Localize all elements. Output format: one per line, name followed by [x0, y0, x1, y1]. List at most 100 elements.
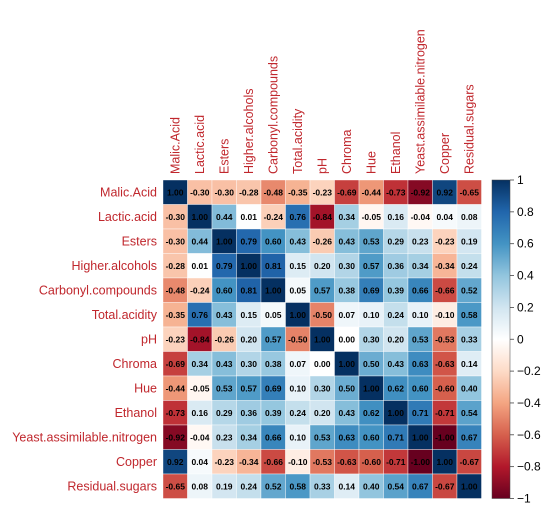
row-label-yeast-assimilable-nitrogen: Yeast.assimilable.nitrogen: [12, 430, 157, 444]
cell-value-label: -0.24: [190, 285, 210, 295]
row-label-esters: Esters: [122, 234, 157, 248]
heatmap-cell: [309, 326, 335, 352]
cell-value-label: 0.15: [289, 261, 306, 271]
cell-value-label: 0.00: [314, 359, 331, 369]
cell-value-label: -0.48: [264, 187, 284, 197]
cell-value-label: -0.84: [190, 334, 210, 344]
cell-value-label: 0.34: [338, 212, 355, 222]
cell-value-label: -0.30: [166, 212, 186, 222]
heatmap-cell: [162, 204, 188, 230]
cell-value-label: 0.43: [338, 408, 355, 418]
heatmap-cell: [236, 375, 262, 401]
colorbar-tick-label: −0.2: [517, 364, 541, 378]
cell-value-label: 0.01: [191, 261, 208, 271]
heatmap-cell: [334, 473, 360, 499]
heatmap-cell: [456, 204, 482, 230]
cell-value-label: 0.39: [265, 408, 282, 418]
cell-value-label: -0.50: [288, 334, 308, 344]
cell-value-label: 0.10: [363, 310, 380, 320]
heatmap-cell: [211, 179, 237, 205]
cell-value-label: 0.57: [240, 383, 257, 393]
heatmap-cell: [358, 400, 384, 426]
row-label-lactic-acid: Lactic.acid: [98, 210, 157, 224]
cell-value-label: 0.30: [240, 359, 257, 369]
heatmap-cell: [334, 204, 360, 230]
row-label-residual-sugars: Residual.sugars: [67, 479, 157, 493]
cell-value-label: 0.53: [412, 334, 429, 344]
cell-value-label: 0.10: [289, 383, 306, 393]
heatmap-cell: [334, 253, 360, 279]
cell-value-label: -0.23: [215, 457, 235, 467]
heatmap-cell: [358, 424, 384, 450]
cell-value-label: -0.84: [313, 212, 333, 222]
heatmap-cell: [456, 449, 482, 475]
cell-value-label: 0.08: [191, 481, 208, 491]
cell-value-label: -0.44: [166, 383, 186, 393]
heatmap-cell: [309, 204, 335, 230]
cell-value-label: 0.66: [265, 432, 282, 442]
col-label-chroma: Chroma: [340, 129, 354, 174]
heatmap-cell: [383, 204, 409, 230]
cell-value-label: -0.69: [166, 359, 186, 369]
cell-value-label: 0.79: [216, 261, 233, 271]
heatmap-cell: [285, 351, 311, 377]
cell-value-label: 1.00: [363, 383, 380, 393]
heatmap-cell: [456, 302, 482, 328]
row-label-copper: Copper: [116, 455, 157, 469]
cell-value-label: -0.23: [166, 334, 186, 344]
cell-value-label: 0.76: [191, 310, 208, 320]
cell-value-label: 0.44: [216, 212, 233, 222]
heatmap-cell: [383, 326, 409, 352]
heatmap-cell: [285, 179, 311, 205]
col-label-esters: Esters: [217, 139, 231, 174]
col-label-carbonyl-compounds: Carbonyl.compounds: [266, 56, 280, 174]
heatmap-cell: [236, 351, 262, 377]
heatmap-cell: [187, 179, 213, 205]
cell-value-label: 0.33: [461, 334, 478, 344]
cell-value-label: 0.79: [240, 236, 257, 246]
cell-value-label: -0.24: [264, 212, 284, 222]
heatmap-cell: [285, 204, 311, 230]
cell-value-label: -0.04: [190, 432, 210, 442]
heatmap-cell: [211, 326, 237, 352]
cell-value-label: -0.92: [166, 432, 186, 442]
colorbar-tick-label: 1: [517, 173, 524, 187]
heatmap-cell: [407, 375, 433, 401]
heatmap-cell: [383, 179, 409, 205]
cell-value-label: 0.34: [240, 432, 257, 442]
cell-value-label: -0.65: [166, 481, 186, 491]
cell-value-label: -0.71: [435, 408, 455, 418]
heatmap-cell: [236, 424, 262, 450]
cell-value-label: 1.00: [387, 408, 404, 418]
cell-value-label: 0.20: [314, 261, 331, 271]
cell-value-label: 0.23: [412, 236, 429, 246]
cell-value-label: 0.15: [240, 310, 257, 320]
cell-value-label: 0.57: [314, 285, 331, 295]
colorbar-tick-label: −0.6: [517, 428, 541, 442]
cell-value-label: 0.53: [314, 432, 331, 442]
cell-value-label: 0.10: [289, 432, 306, 442]
cell-value-label: 0.92: [436, 187, 453, 197]
heatmap-cell: [358, 449, 384, 475]
heatmap-cell: [309, 449, 335, 475]
heatmap-cell: [456, 424, 482, 450]
heatmap-cell: [383, 400, 409, 426]
cell-value-label: -0.28: [239, 187, 259, 197]
heatmap-cell: [358, 375, 384, 401]
cell-value-label: 0.53: [363, 236, 380, 246]
heatmap-cell: [358, 302, 384, 328]
heatmap-cell: [432, 204, 458, 230]
heatmap-cell: [407, 326, 433, 352]
colorbar-tick-label: −0.4: [517, 396, 541, 410]
cell-value-label: 0.05: [289, 285, 306, 295]
heatmap-cell: [211, 351, 237, 377]
heatmap-cell: [187, 302, 213, 328]
cell-value-label: 0.38: [265, 359, 282, 369]
cell-value-label: 0.24: [461, 261, 478, 271]
heatmap-cell: [211, 277, 237, 303]
cell-value-label: 0.92: [167, 457, 184, 467]
cell-value-label: 1.00: [314, 334, 331, 344]
heatmap-cell: [285, 473, 311, 499]
heatmap-cell: [358, 204, 384, 230]
cell-value-label: 0.60: [216, 285, 233, 295]
